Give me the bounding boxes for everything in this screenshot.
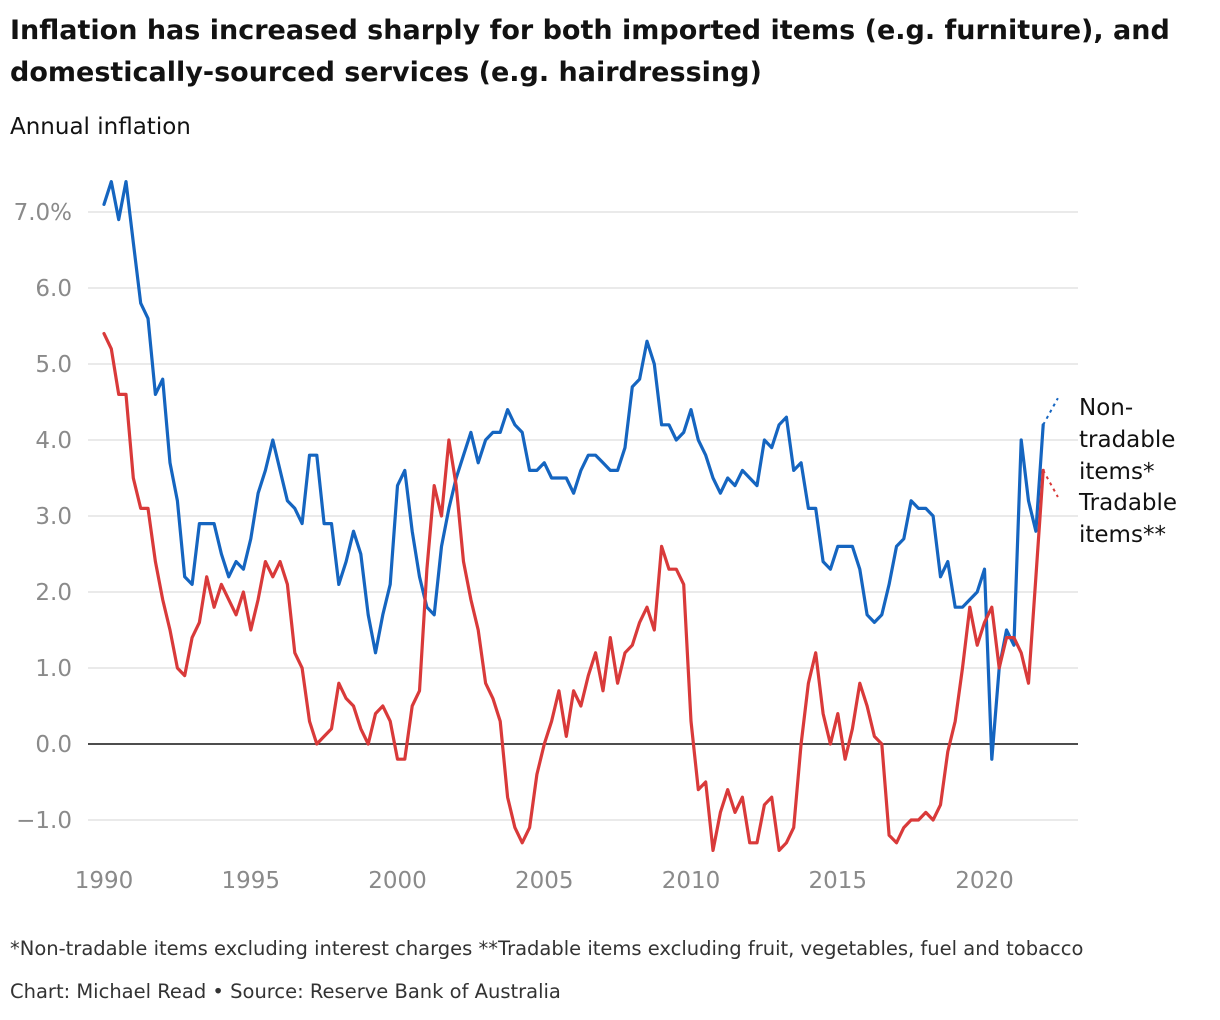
source-credit: Chart: Michael Read • Source: Reserve Ba…	[10, 980, 561, 1003]
y-tick-label: 3.0	[35, 504, 72, 530]
y-tick-label: 2.0	[35, 580, 72, 606]
chart-title: Inflation has increased sharply for both…	[10, 15, 1170, 88]
series-line-non-tradable	[102, 180, 1045, 761]
x-tick-label: 2015	[808, 868, 867, 894]
gridlines	[88, 211, 1078, 821]
y-tick-label: 5.0	[35, 352, 72, 378]
series-label-line: items**	[1079, 522, 1166, 548]
y-axis-label: Annual inflation	[10, 114, 191, 140]
series-labels: Non-tradable items* Tradable items**	[1078, 395, 1177, 548]
y-tick-label: 1.0	[35, 656, 72, 682]
series-lines	[102, 180, 1059, 852]
y-tick-label: −1.0	[16, 808, 72, 834]
x-tick-label: 2020	[955, 868, 1014, 894]
series-projection-non-tradable	[1042, 397, 1059, 426]
y-tick-label: 6.0	[35, 276, 72, 302]
y-tick-label: 4.0	[35, 428, 72, 454]
series-projection-tradable	[1042, 469, 1059, 498]
y-axis-ticks: 7.0% 6.0 5.0 4.0 3.0 2.0 1.0 0.0 −1.0	[14, 200, 72, 834]
series-label-line: Non-	[1079, 395, 1133, 421]
x-tick-label: 1990	[75, 868, 134, 894]
x-tick-label: 1995	[221, 868, 280, 894]
line-chart: 7.0% 6.0 5.0 4.0 3.0 2.0 1.0 0.0 −1.0 1990 1995 20…	[14, 180, 1177, 894]
x-tick-label: 2010	[662, 868, 721, 894]
x-tick-label: 2000	[368, 868, 427, 894]
x-tick-label: 2005	[515, 868, 574, 894]
footnote: *Non-tradable items excluding interest c…	[10, 937, 1084, 960]
series-line-tradable	[102, 332, 1045, 852]
y-tick-label: 7.0%	[14, 200, 72, 226]
x-axis-ticks: 1990 1995 2000 2005 2010 2015 2020	[75, 868, 1014, 894]
y-tick-label: 0.0	[35, 732, 72, 758]
series-label-line: tradable	[1079, 427, 1175, 453]
series-label-line: items*	[1079, 459, 1154, 485]
series-label-line: Tradable	[1078, 490, 1177, 516]
